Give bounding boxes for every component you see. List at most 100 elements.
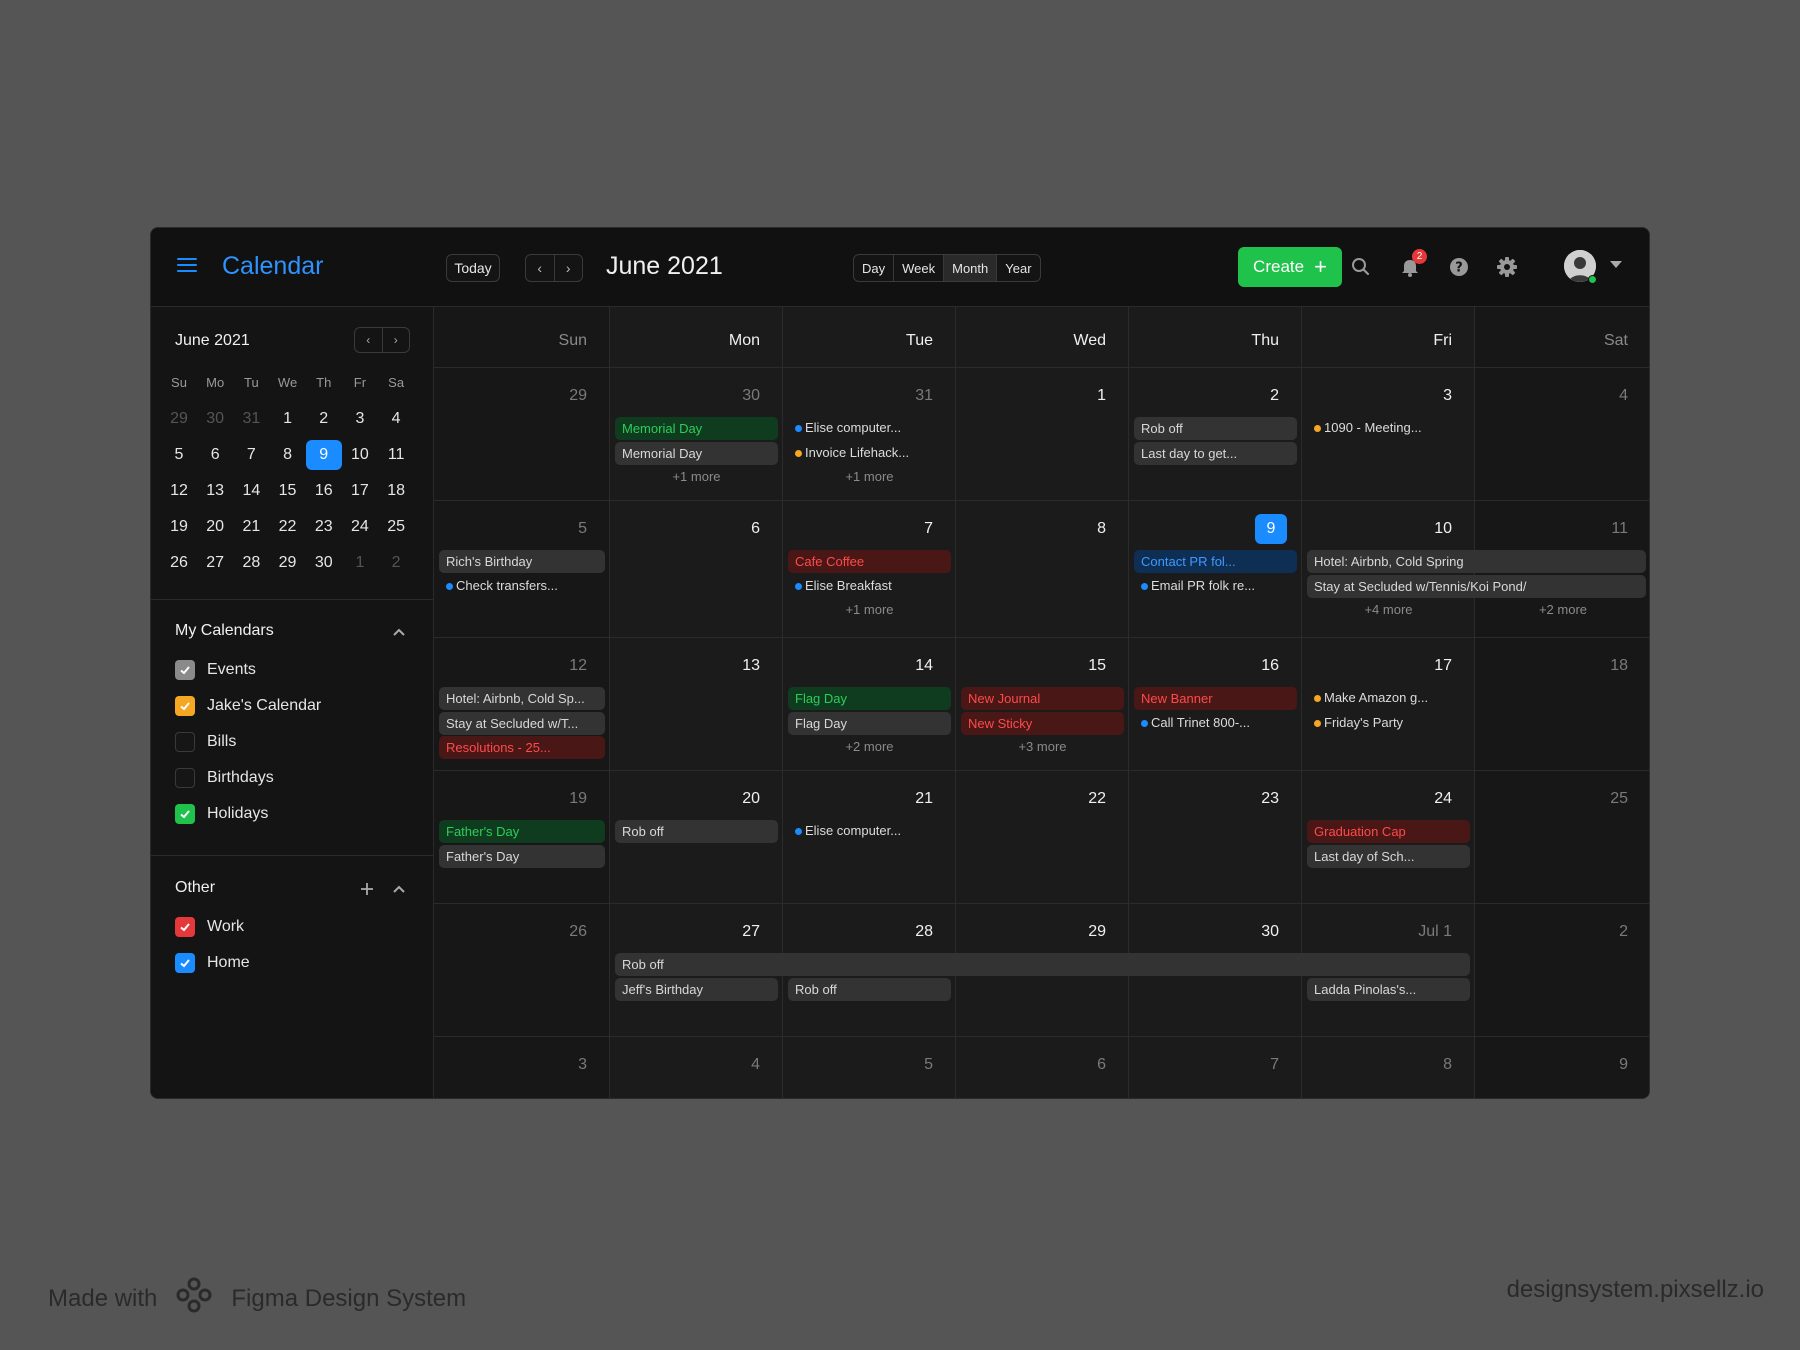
- calendar-event[interactable]: Check transfers...: [442, 575, 558, 597]
- day-cell[interactable]: 8: [956, 501, 1129, 638]
- calendar-item[interactable]: Jake's Calendar: [175, 695, 321, 717]
- day-cell[interactable]: 24: [1302, 771, 1475, 904]
- calendar-event[interactable]: Memorial Day: [615, 441, 778, 465]
- mini-day[interactable]: 22: [278, 518, 297, 535]
- day-cell[interactable]: 8: [1302, 1037, 1475, 1098]
- day-cell[interactable]: 14: [783, 638, 956, 771]
- mini-day[interactable]: 30: [314, 554, 333, 571]
- mini-day[interactable]: 9: [305, 440, 342, 470]
- day-cell[interactable]: 5: [783, 1037, 956, 1098]
- mini-day[interactable]: 26: [170, 554, 188, 571]
- mini-day[interactable]: 28: [242, 554, 261, 571]
- mini-day[interactable]: 11: [387, 446, 405, 463]
- day-cell[interactable]: Jul 1: [1302, 904, 1475, 1037]
- calendar-item[interactable]: Holidays: [175, 803, 268, 825]
- calendar-event[interactable]: Elise computer...: [791, 417, 901, 439]
- calendar-event[interactable]: Rob off: [615, 953, 1470, 976]
- mini-day[interactable]: 17: [351, 482, 369, 499]
- calendar-event[interactable]: New Journal: [961, 687, 1124, 710]
- view-day-button[interactable]: Day: [854, 255, 895, 281]
- calendar-event[interactable]: Hotel: Airbnb, Cold Spring: [1307, 550, 1646, 573]
- calendar-event[interactable]: Father's Day: [439, 820, 605, 843]
- day-cell[interactable]: 9: [1129, 501, 1302, 638]
- more-events-link[interactable]: +1 more: [845, 469, 894, 484]
- mini-day[interactable]: 25: [387, 518, 406, 535]
- calendar-checkbox[interactable]: [175, 732, 195, 752]
- day-cell[interactable]: 4: [610, 1037, 783, 1098]
- mini-day[interactable]: 21: [242, 518, 261, 535]
- day-cell[interactable]: 18: [1475, 638, 1649, 771]
- day-cell[interactable]: 22: [956, 771, 1129, 904]
- view-week-button[interactable]: Week: [894, 255, 945, 281]
- day-cell[interactable]: 3: [1302, 368, 1475, 501]
- mini-day[interactable]: 5: [174, 446, 184, 463]
- day-cell[interactable]: 26: [434, 904, 610, 1037]
- calendar-event[interactable]: New Banner: [1134, 687, 1297, 710]
- calendar-item[interactable]: Bills: [175, 731, 236, 753]
- calendar-event[interactable]: Stay at Secluded w/Tennis/Koi Pond/: [1307, 574, 1646, 598]
- calendar-event[interactable]: Contact PR fol...: [1134, 550, 1297, 573]
- calendar-checkbox[interactable]: [175, 768, 195, 788]
- calendar-event[interactable]: Flag Day: [788, 687, 951, 710]
- mini-day[interactable]: 10: [351, 446, 369, 463]
- calendar-item[interactable]: Events: [175, 659, 256, 681]
- mini-day[interactable]: 16: [314, 482, 333, 499]
- calendar-event[interactable]: Rich's Birthday: [439, 550, 605, 573]
- calendar-event[interactable]: Graduation Cap: [1307, 820, 1470, 843]
- add-calendar-icon[interactable]: [359, 881, 375, 897]
- more-events-link[interactable]: +3 more: [1018, 739, 1067, 754]
- calendar-item[interactable]: Birthdays: [175, 767, 274, 789]
- calendar-event[interactable]: Memorial Day: [615, 417, 778, 440]
- calendar-event[interactable]: Resolutions - 25...: [439, 736, 605, 759]
- view-month-button[interactable]: Month: [944, 255, 998, 281]
- more-events-link[interactable]: +4 more: [1364, 602, 1413, 617]
- mini-day[interactable]: 7: [246, 446, 256, 463]
- day-cell[interactable]: 2: [1475, 904, 1649, 1037]
- next-month-button[interactable]: ›: [565, 260, 571, 276]
- more-events-link[interactable]: +2 more: [1538, 602, 1588, 617]
- calendar-item[interactable]: Home: [175, 952, 250, 974]
- collapse-icon[interactable]: [391, 881, 407, 897]
- day-cell[interactable]: 20: [610, 771, 783, 904]
- menu-icon[interactable]: [177, 258, 197, 274]
- calendar-event[interactable]: Last day of Sch...: [1307, 844, 1470, 868]
- mini-day[interactable]: 1: [283, 410, 293, 427]
- day-cell[interactable]: 4: [1475, 368, 1649, 501]
- calendar-event[interactable]: Rob off: [1134, 417, 1297, 440]
- bell-icon[interactable]: 2: [1397, 249, 1427, 280]
- day-cell[interactable]: 7: [783, 501, 956, 638]
- help-icon[interactable]: ?: [1446, 254, 1472, 280]
- calendar-event[interactable]: Elise Breakfast: [791, 575, 892, 597]
- mini-day[interactable]: 14: [242, 482, 261, 499]
- day-cell[interactable]: 6: [610, 501, 783, 638]
- calendar-event[interactable]: Father's Day: [439, 844, 605, 868]
- today-button[interactable]: Today: [446, 254, 500, 282]
- create-button[interactable]: Create +: [1238, 247, 1342, 287]
- calendar-event[interactable]: Rob off: [788, 977, 951, 1001]
- calendar-checkbox[interactable]: [175, 696, 195, 716]
- calendar-event[interactable]: Call Trinet 800-...: [1137, 712, 1250, 734]
- search-icon[interactable]: [1348, 254, 1374, 280]
- collapse-icon[interactable]: [391, 624, 407, 640]
- calendar-checkbox[interactable]: [175, 917, 195, 937]
- mini-day[interactable]: 29: [170, 410, 188, 427]
- day-cell[interactable]: 2: [1129, 368, 1302, 501]
- day-cell[interactable]: 21: [783, 771, 956, 904]
- day-cell[interactable]: 17: [1302, 638, 1475, 771]
- calendar-checkbox[interactable]: [175, 953, 195, 973]
- mini-day[interactable]: 3: [355, 410, 365, 427]
- calendar-event[interactable]: Cafe Coffee: [788, 550, 951, 573]
- calendar-event[interactable]: Hotel: Airbnb, Cold Sp...: [439, 687, 605, 710]
- calendar-event[interactable]: Ladda Pinolas's...: [1307, 977, 1470, 1001]
- day-cell[interactable]: 13: [610, 638, 783, 771]
- calendar-item[interactable]: Work: [175, 916, 244, 938]
- more-events-link[interactable]: +1 more: [672, 469, 721, 484]
- day-cell[interactable]: 23: [1129, 771, 1302, 904]
- calendar-event[interactable]: Elise computer...: [791, 820, 901, 842]
- view-year-button[interactable]: Year: [1005, 260, 1032, 276]
- day-cell[interactable]: 7: [1129, 1037, 1302, 1098]
- calendar-checkbox[interactable]: [175, 804, 195, 824]
- calendar-event[interactable]: Last day to get...: [1134, 441, 1297, 465]
- day-cell[interactable]: 15: [956, 638, 1129, 771]
- mini-day[interactable]: 31: [242, 410, 261, 427]
